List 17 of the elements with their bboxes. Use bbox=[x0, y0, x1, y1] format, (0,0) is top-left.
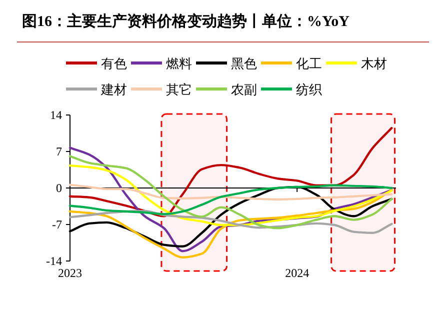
legend-label: 农副 bbox=[231, 82, 257, 97]
chart-title: 图16：主要生产资料价格变动趋势丨单位：%YoY bbox=[22, 12, 350, 30]
y-tick-label: -7 bbox=[52, 218, 62, 232]
y-tick-label: 7 bbox=[56, 144, 62, 158]
x-tick-label: 2023 bbox=[58, 266, 82, 280]
legend-label: 木材 bbox=[361, 56, 387, 71]
y-tick-label: 0 bbox=[56, 181, 62, 195]
y-tick-label: 14 bbox=[50, 108, 62, 122]
x-tick-label: 2024 bbox=[285, 266, 310, 280]
legend-label: 黑色 bbox=[231, 56, 257, 71]
legend-label: 化工 bbox=[296, 56, 322, 71]
legend-label: 纺织 bbox=[296, 82, 322, 97]
legend-label: 有色 bbox=[101, 56, 127, 71]
legend-label: 其它 bbox=[166, 82, 192, 97]
legend-label: 燃料 bbox=[166, 56, 192, 71]
legend-label: 建材 bbox=[100, 82, 127, 97]
y-tick-label: -14 bbox=[46, 254, 62, 268]
